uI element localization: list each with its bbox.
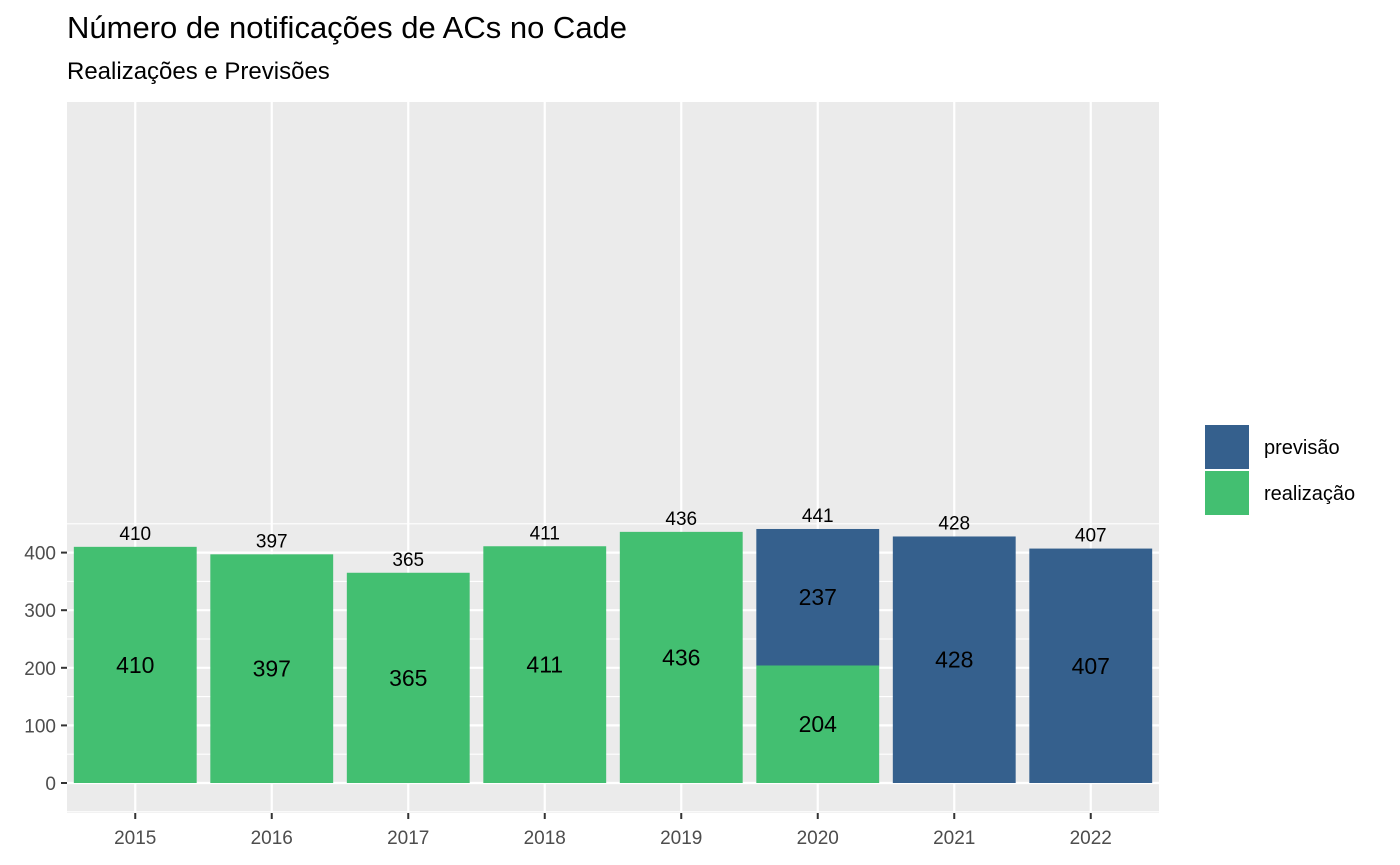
bar-2019-realizacao — [619, 531, 743, 783]
y-tick-label: 400 — [24, 544, 56, 565]
x-tick-label: 2017 — [387, 828, 429, 849]
legend-label: realização — [1264, 483, 1355, 505]
x-tick-label: 2019 — [660, 828, 702, 849]
bar-2020-realizacao — [756, 665, 880, 783]
legend-key-previsao — [1205, 425, 1249, 469]
segment-label: 411 — [526, 652, 563, 678]
segment-label: 407 — [1072, 653, 1110, 679]
bar-2018-realizacao — [483, 546, 607, 783]
total-label: 365 — [392, 550, 424, 571]
segment-label: 436 — [662, 644, 700, 670]
x-tick-label: 2015 — [114, 828, 156, 849]
y-axis: 0 100 200 300 400 — [24, 544, 67, 795]
chart-title: Número de notificações de ACs no Cade — [67, 10, 628, 45]
total-label: 428 — [938, 513, 970, 534]
bar-2016-realizacao — [210, 554, 334, 783]
legend-key-realizacao — [1205, 471, 1249, 515]
total-label: 411 — [530, 523, 560, 544]
bar-2022-previsao — [1029, 548, 1153, 783]
y-tick-label: 0 — [45, 774, 56, 795]
x-tick-label: 2021 — [933, 828, 975, 849]
bar-2021-previsao — [892, 536, 1016, 783]
bar-2020-previsao — [756, 528, 880, 666]
bar-2017-realizacao — [346, 572, 470, 783]
y-tick-label: 100 — [24, 716, 56, 737]
segment-label: 365 — [389, 665, 427, 691]
bar-2015-realizacao — [73, 546, 197, 783]
segment-label: 397 — [253, 656, 291, 682]
x-tick-label: 2020 — [797, 828, 839, 849]
legend: previsão realização — [1205, 425, 1355, 515]
legend-label: previsão — [1264, 437, 1340, 459]
total-label: 397 — [256, 531, 288, 552]
segment-labels: 410 397 365 411 436 204 237 428 407 — [116, 584, 1110, 737]
total-label: 436 — [665, 509, 697, 530]
segment-label: 428 — [935, 647, 973, 673]
segment-label: 204 — [799, 711, 838, 737]
segment-label: 237 — [799, 584, 837, 610]
chart-subtitle: Realizações e Previsões — [67, 58, 330, 85]
total-label: 410 — [119, 524, 151, 545]
x-tick-label: 2018 — [524, 828, 566, 849]
segment-label: 410 — [116, 652, 154, 678]
x-axis: 2015 2016 2017 2018 2019 2020 2021 2022 — [114, 813, 1112, 849]
y-tick-label: 300 — [24, 601, 56, 622]
bars — [73, 528, 1153, 783]
total-label: 441 — [802, 506, 834, 527]
total-labels: 410 397 365 411 436 441 428 407 — [119, 506, 1106, 571]
total-label: 407 — [1075, 526, 1107, 547]
x-tick-label: 2022 — [1070, 828, 1112, 849]
x-tick-label: 2016 — [251, 828, 293, 849]
y-tick-label: 200 — [24, 659, 56, 680]
